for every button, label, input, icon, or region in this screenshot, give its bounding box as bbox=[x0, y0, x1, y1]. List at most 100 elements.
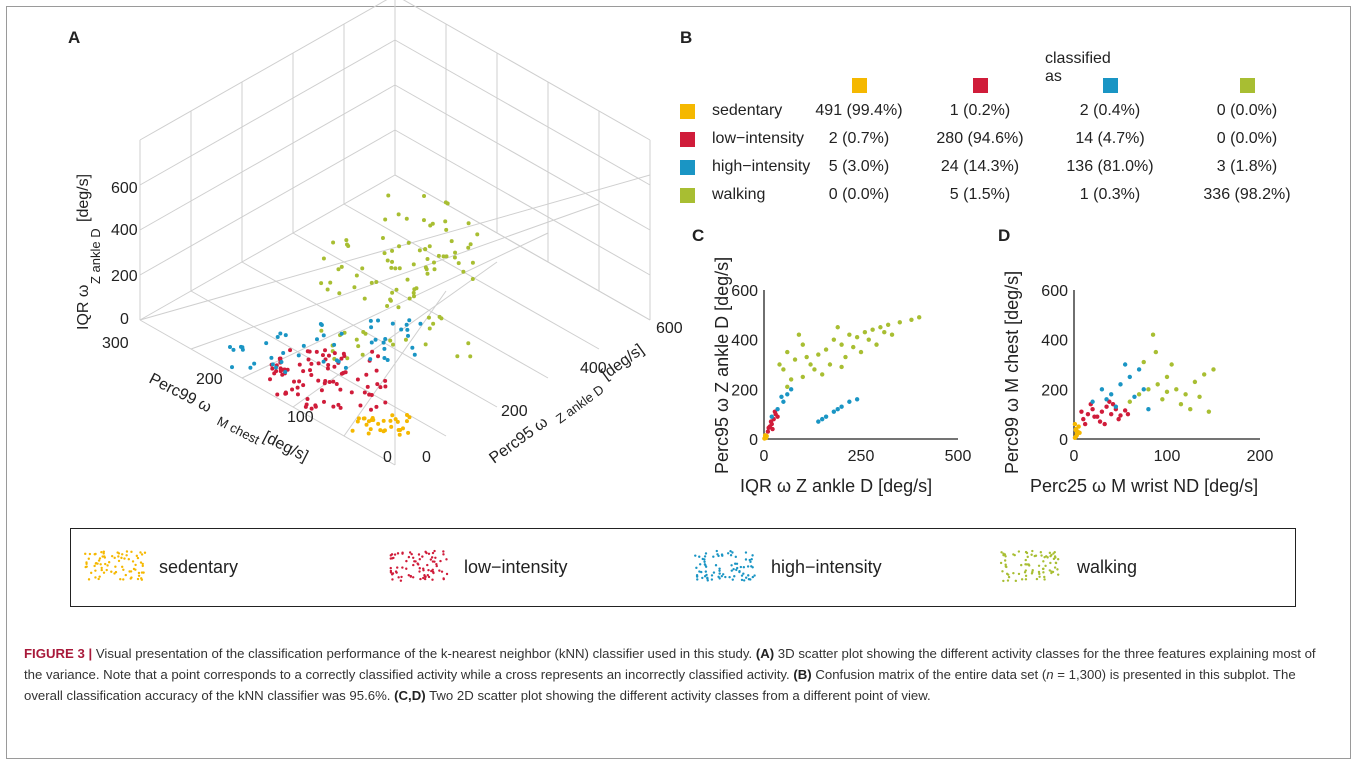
legend-dot-high-intensity bbox=[710, 578, 714, 581]
point-walking bbox=[385, 304, 390, 309]
cm-cell: 5 (1.5%) bbox=[949, 186, 1011, 203]
legend-dot-low-intensity bbox=[438, 569, 441, 572]
figure-caption: FIGURE 3 | Visual presentation of the cl… bbox=[24, 643, 1334, 706]
point-walking bbox=[466, 341, 471, 346]
legend-dot-high-intensity bbox=[733, 575, 736, 578]
legend-dot-low-intensity bbox=[394, 570, 398, 573]
panel-d-points bbox=[1072, 332, 1216, 440]
point-high-intensity bbox=[264, 341, 269, 346]
point-sedentary bbox=[378, 428, 383, 433]
cm-cell: 0 (0.0%) bbox=[1216, 130, 1278, 147]
point-high−intensity bbox=[1141, 387, 1146, 392]
point-high-intensity bbox=[373, 337, 378, 342]
legend-dot-walking bbox=[1048, 551, 1052, 555]
a-ztick: 600 bbox=[111, 180, 138, 197]
point-walking bbox=[1202, 372, 1207, 377]
point-low-intensity bbox=[368, 407, 373, 412]
point-high−intensity bbox=[769, 414, 774, 419]
cm-cell: 5 (3.0%) bbox=[828, 158, 890, 175]
cm-cell: 3 (1.8%) bbox=[1216, 158, 1278, 175]
legend-dot-high-intensity bbox=[717, 554, 720, 558]
legend-dot-walking bbox=[1051, 570, 1055, 574]
legend-dot-sedentary bbox=[105, 568, 108, 572]
legend-dot-walking bbox=[1001, 570, 1004, 573]
legend-dot-low-intensity bbox=[411, 576, 415, 579]
a-ytick: 0 bbox=[422, 449, 431, 466]
point-high−intensity bbox=[781, 399, 786, 404]
legend-dot-sedentary bbox=[90, 571, 93, 575]
point-walking bbox=[1206, 409, 1212, 414]
point-high−intensity bbox=[1118, 382, 1123, 387]
legend-dot-walking bbox=[1037, 570, 1041, 574]
point-sedentary bbox=[362, 416, 367, 421]
point-walking bbox=[800, 374, 805, 380]
legend-dot-sedentary bbox=[102, 571, 106, 574]
point-low−intensity bbox=[775, 414, 780, 419]
point-sedentary bbox=[364, 422, 369, 427]
legend-dot-sedentary bbox=[139, 561, 143, 564]
legend-dot-sedentary bbox=[113, 556, 116, 560]
legend-dot-high-intensity bbox=[718, 569, 721, 572]
point-low-intensity bbox=[275, 392, 280, 397]
point-walking bbox=[1197, 394, 1202, 399]
point-sedentary bbox=[1077, 430, 1082, 435]
point-high−intensity bbox=[839, 404, 844, 409]
point-walking bbox=[407, 296, 412, 301]
point-high−intensity bbox=[1113, 404, 1119, 409]
legend-dot-walking bbox=[1049, 554, 1052, 558]
grid-line bbox=[402, 0, 651, 141]
legend-dot-high-intensity bbox=[718, 572, 721, 575]
point-walking bbox=[461, 269, 466, 274]
legend-dot-sedentary bbox=[137, 574, 141, 578]
legend-dot-sedentary bbox=[84, 565, 87, 569]
legend-dot-high-intensity bbox=[722, 573, 725, 576]
d-ylabel: Perc99 ω M chest [deg/s] bbox=[1002, 271, 1022, 474]
point-low-intensity bbox=[280, 372, 285, 377]
point-walking bbox=[812, 367, 817, 372]
legend-dot-walking bbox=[1030, 553, 1033, 556]
point-walking bbox=[1183, 392, 1188, 397]
legend-dot-high-intensity bbox=[694, 554, 697, 557]
panel-d-axes: 0 100 200 0 200 400 600 bbox=[1041, 283, 1273, 465]
legend-dot-high-intensity bbox=[715, 549, 718, 553]
point-high−intensity bbox=[835, 407, 840, 412]
legend-dot-walking bbox=[1053, 566, 1057, 569]
point-walking bbox=[444, 254, 449, 259]
point-sedentary bbox=[350, 428, 355, 433]
point-low-intensity bbox=[274, 369, 279, 374]
point-low-intensity bbox=[270, 366, 275, 371]
point-walking bbox=[390, 290, 395, 295]
a-ytick: 200 bbox=[501, 403, 528, 420]
legend-dot-high-intensity bbox=[698, 570, 701, 573]
point-walking bbox=[466, 221, 471, 226]
point-walking bbox=[321, 256, 326, 261]
point-low-intensity bbox=[268, 377, 273, 382]
legend-dot-sedentary bbox=[136, 577, 140, 581]
point-high-intensity bbox=[269, 355, 274, 360]
legend-label-walking: walking bbox=[1077, 557, 1138, 577]
point-walking bbox=[1211, 367, 1216, 372]
point-sedentary bbox=[390, 413, 395, 418]
legend-dot-sedentary bbox=[107, 561, 111, 564]
cm-row-label: high−intensity bbox=[712, 158, 811, 175]
point-walking bbox=[1146, 387, 1151, 392]
a-ytick: 600 bbox=[656, 320, 683, 337]
legend-dot-sedentary bbox=[130, 576, 133, 579]
legend-label-high-intensity: high−intensity bbox=[771, 557, 882, 577]
point-walking bbox=[393, 266, 398, 271]
point-walking bbox=[428, 223, 433, 228]
point-walking bbox=[360, 352, 365, 357]
point-walking bbox=[390, 259, 395, 264]
legend-dot-sedentary bbox=[99, 563, 102, 566]
point-walking bbox=[851, 344, 856, 350]
legend-dot-low-intensity bbox=[442, 577, 445, 580]
point-walking bbox=[344, 238, 349, 243]
a-xtick: 200 bbox=[196, 371, 223, 388]
legend-dot-low-intensity bbox=[445, 572, 449, 576]
legend-dot-walking bbox=[1004, 563, 1007, 566]
legend-dot-walking bbox=[1046, 556, 1049, 559]
legend-dot-walking bbox=[1034, 554, 1038, 557]
point-walking bbox=[345, 356, 350, 361]
point-walking bbox=[449, 239, 454, 244]
point-walking bbox=[466, 245, 471, 250]
